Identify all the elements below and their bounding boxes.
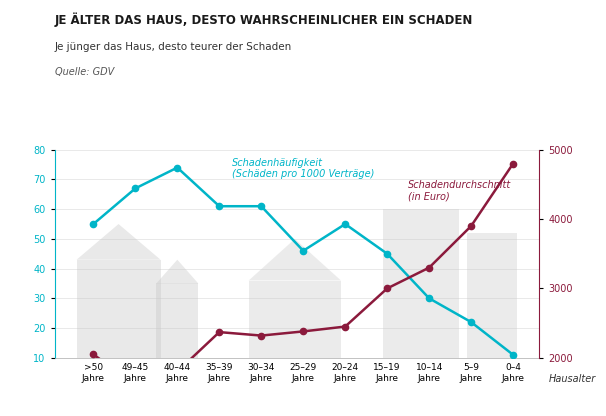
- Text: Schadendurchschnitt
(in Euro): Schadendurchschnitt (in Euro): [408, 180, 511, 202]
- FancyBboxPatch shape: [383, 209, 459, 358]
- Text: Je jünger das Haus, desto teurer der Schaden: Je jünger das Haus, desto teurer der Sch…: [55, 42, 292, 52]
- Polygon shape: [76, 224, 161, 260]
- FancyBboxPatch shape: [467, 233, 518, 358]
- Text: JE ÄLTER DAS HAUS, DESTO WAHRSCHEINLICHER EIN SCHADEN: JE ÄLTER DAS HAUS, DESTO WAHRSCHEINLICHE…: [55, 12, 473, 27]
- Text: Schadenhäufigkeit
(Schäden pro 1000 Verträge): Schadenhäufigkeit (Schäden pro 1000 Vert…: [232, 158, 375, 179]
- Polygon shape: [156, 260, 198, 283]
- Text: Hausalter: Hausalter: [548, 374, 596, 384]
- FancyBboxPatch shape: [248, 280, 341, 358]
- Polygon shape: [248, 239, 341, 280]
- FancyBboxPatch shape: [76, 260, 161, 358]
- Text: Quelle: GDV: Quelle: GDV: [55, 67, 114, 77]
- FancyBboxPatch shape: [156, 283, 198, 358]
